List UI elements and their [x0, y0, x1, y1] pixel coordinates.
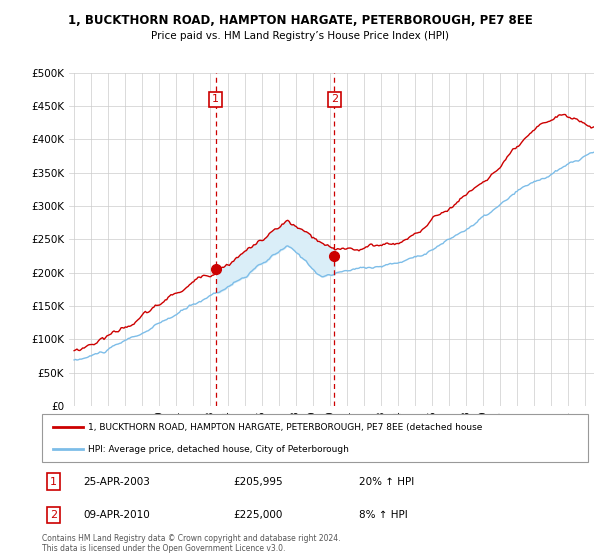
Text: 1, BUCKTHORN ROAD, HAMPTON HARGATE, PETERBOROUGH, PE7 8EE (detached house: 1, BUCKTHORN ROAD, HAMPTON HARGATE, PETE… [88, 423, 483, 432]
Text: Price paid vs. HM Land Registry’s House Price Index (HPI): Price paid vs. HM Land Registry’s House … [151, 31, 449, 41]
Text: £205,995: £205,995 [233, 477, 283, 487]
Text: 1: 1 [212, 95, 219, 105]
Text: 1: 1 [50, 477, 57, 487]
Text: HPI: Average price, detached house, City of Peterborough: HPI: Average price, detached house, City… [88, 445, 349, 454]
Text: £225,000: £225,000 [233, 510, 283, 520]
Text: Contains HM Land Registry data © Crown copyright and database right 2024.
This d: Contains HM Land Registry data © Crown c… [42, 534, 341, 553]
Text: 2: 2 [331, 95, 338, 105]
Text: 25-APR-2003: 25-APR-2003 [83, 477, 150, 487]
Text: 2: 2 [50, 510, 58, 520]
Text: 20% ↑ HPI: 20% ↑ HPI [359, 477, 414, 487]
Text: 8% ↑ HPI: 8% ↑ HPI [359, 510, 407, 520]
Text: 1, BUCKTHORN ROAD, HAMPTON HARGATE, PETERBOROUGH, PE7 8EE: 1, BUCKTHORN ROAD, HAMPTON HARGATE, PETE… [68, 14, 532, 27]
Text: 09-APR-2010: 09-APR-2010 [83, 510, 150, 520]
